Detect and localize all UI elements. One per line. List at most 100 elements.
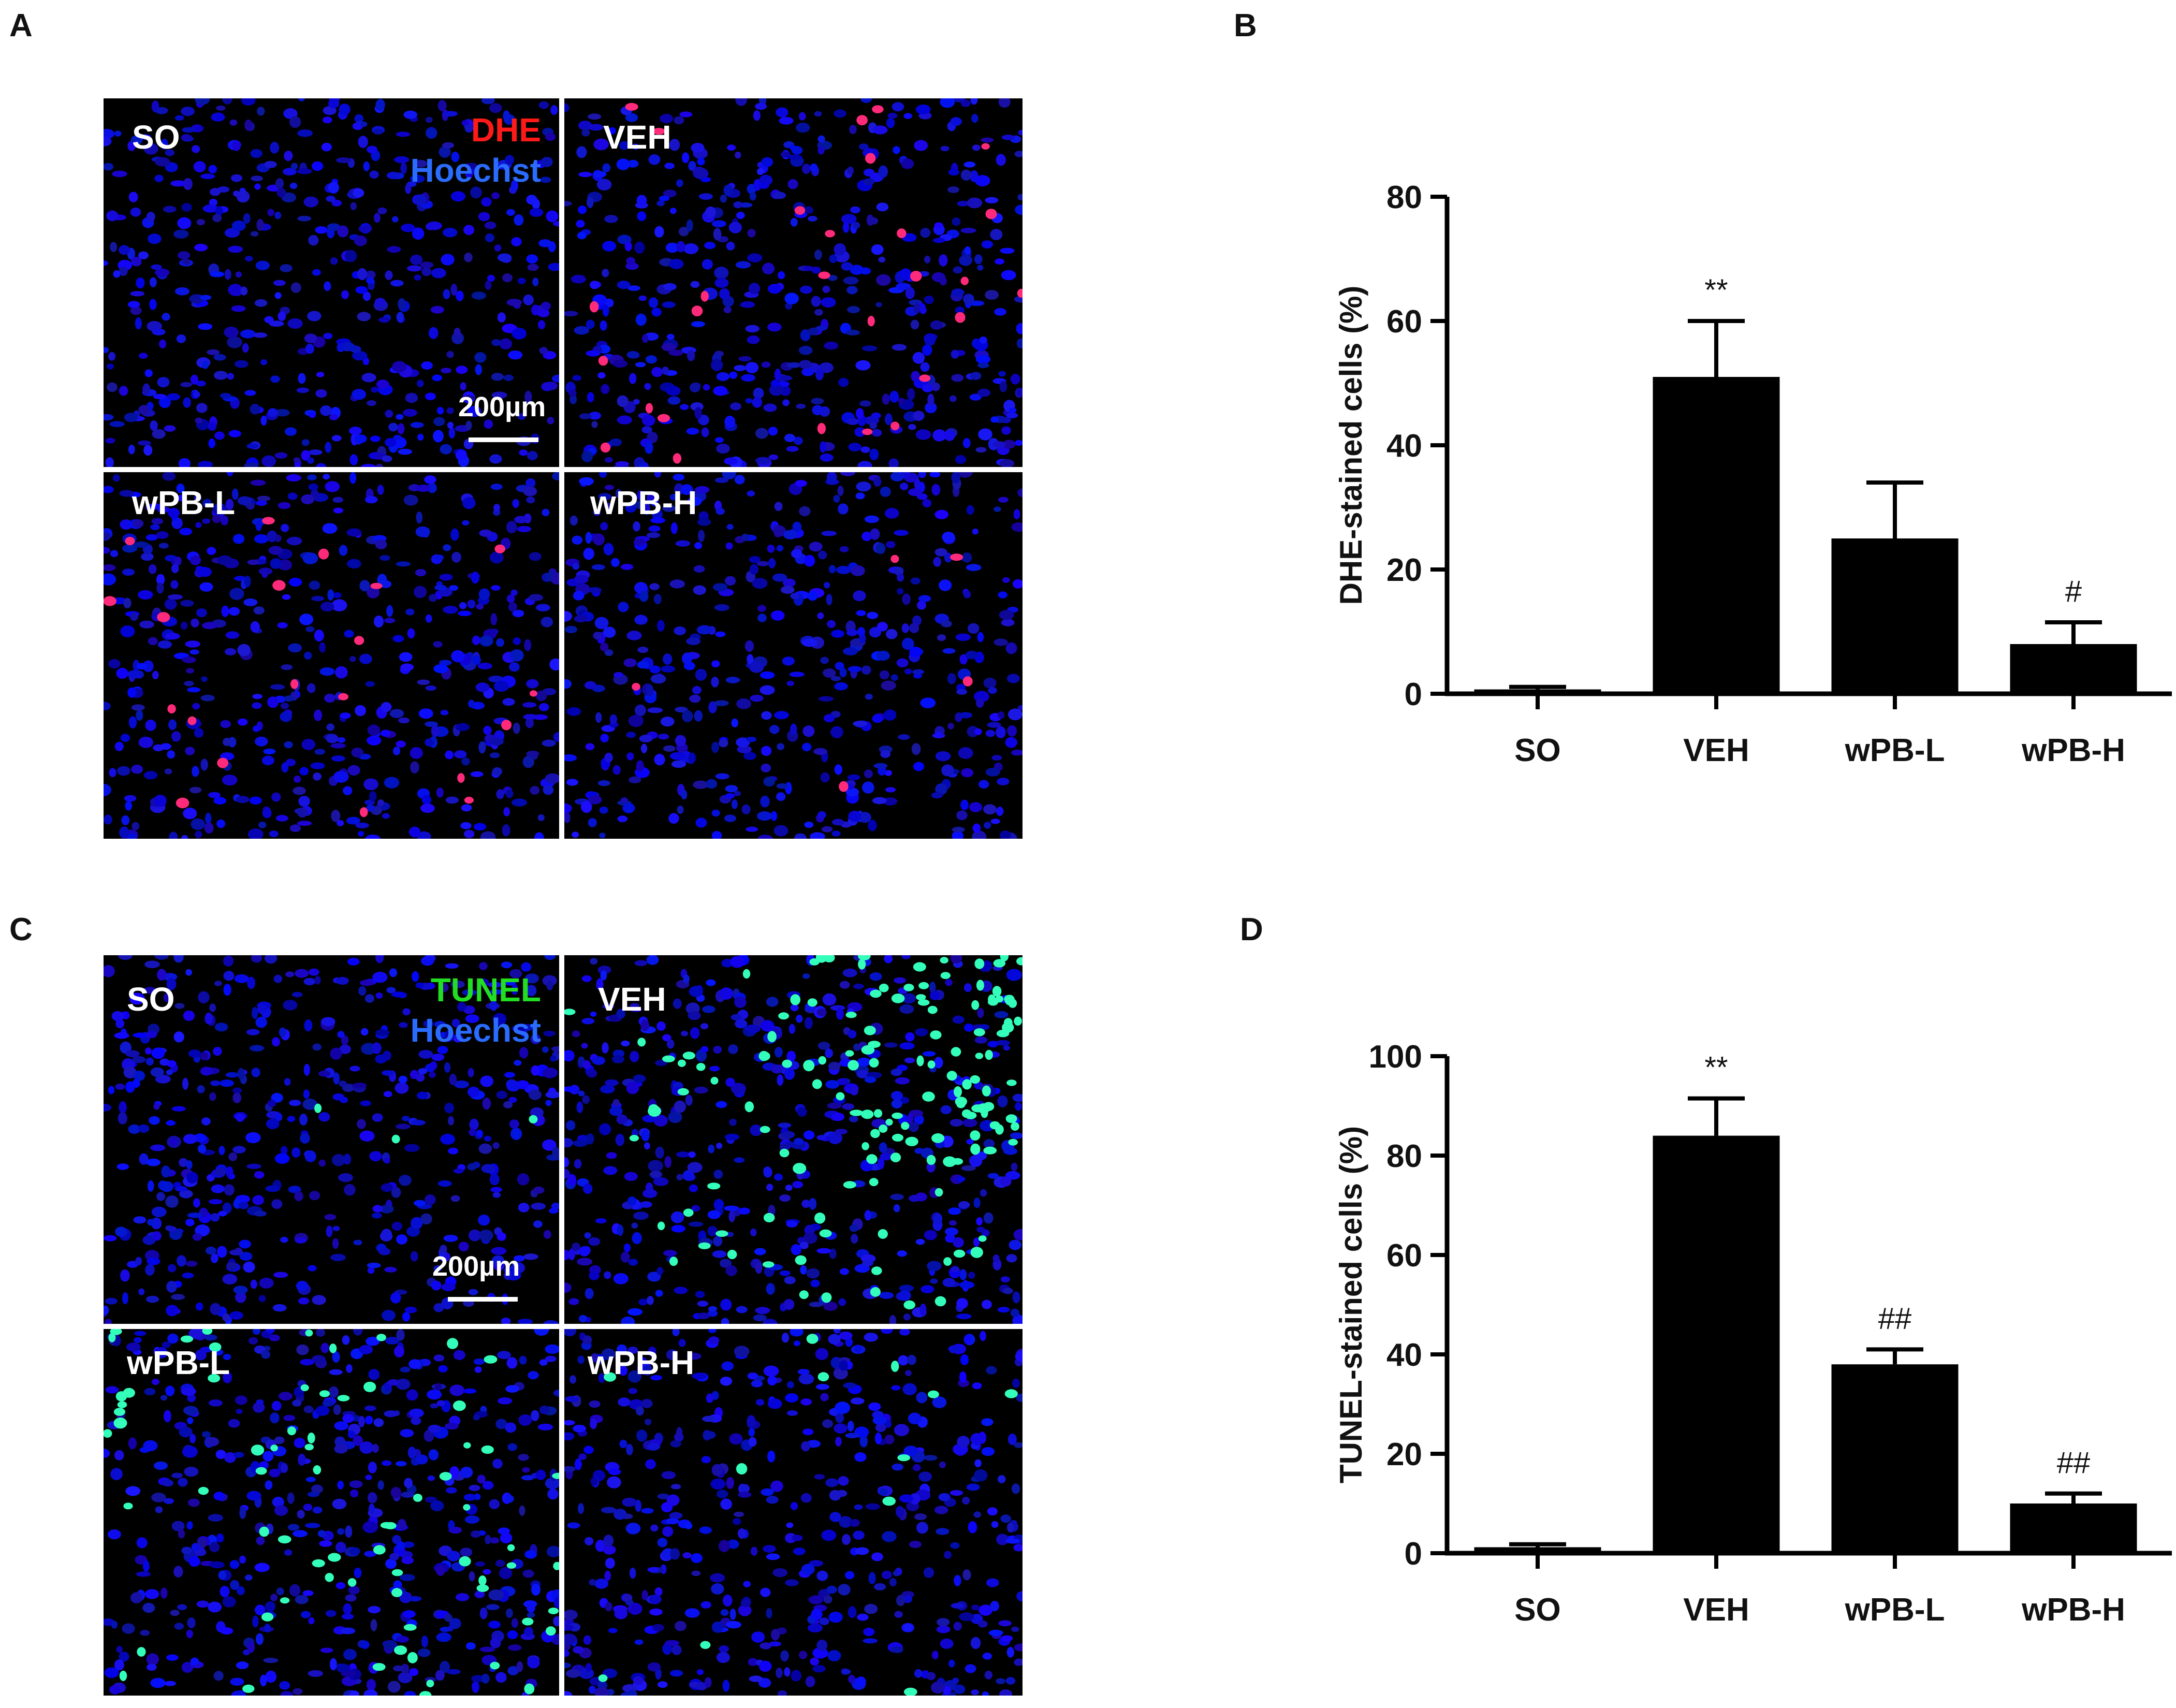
nucleus bbox=[1005, 737, 1017, 748]
nucleus bbox=[220, 1627, 233, 1635]
nucleus bbox=[963, 294, 974, 304]
nucleus bbox=[579, 1246, 590, 1257]
nucleus bbox=[482, 1097, 491, 1110]
stained-cell bbox=[278, 1535, 291, 1544]
nucleus bbox=[669, 208, 677, 214]
nucleus bbox=[489, 1174, 500, 1186]
stained-cell bbox=[744, 1101, 754, 1113]
nucleus bbox=[748, 1437, 757, 1447]
stained-cell bbox=[758, 1050, 769, 1061]
y-tick-label: 80 bbox=[1386, 1138, 1422, 1174]
nucleus bbox=[850, 265, 864, 275]
nucleus bbox=[375, 99, 385, 111]
nucleus bbox=[856, 408, 864, 419]
nucleus bbox=[235, 1291, 246, 1303]
nucleus bbox=[733, 1517, 741, 1525]
nucleus bbox=[755, 457, 770, 464]
nucleus bbox=[815, 1348, 829, 1360]
nucleus bbox=[605, 1079, 619, 1086]
nucleus bbox=[552, 472, 559, 480]
nucleus bbox=[760, 671, 775, 679]
nucleus bbox=[802, 973, 810, 979]
nucleus bbox=[572, 831, 579, 838]
nucleus bbox=[396, 740, 406, 748]
nucleus bbox=[641, 1130, 650, 1142]
nucleus bbox=[956, 689, 968, 695]
nucleus bbox=[634, 241, 645, 254]
nucleus bbox=[800, 1398, 812, 1406]
nucleus bbox=[786, 446, 799, 452]
nucleus bbox=[456, 1593, 470, 1601]
nucleus bbox=[578, 1090, 585, 1097]
nucleus bbox=[602, 304, 609, 317]
nucleus bbox=[863, 1627, 875, 1637]
nucleus bbox=[269, 1334, 280, 1341]
nucleus bbox=[777, 1074, 784, 1086]
nucleus bbox=[208, 1601, 222, 1613]
stained-cell bbox=[125, 536, 135, 546]
nucleus bbox=[588, 412, 602, 420]
nucleus bbox=[451, 1018, 460, 1028]
nucleus bbox=[968, 1272, 975, 1279]
nucleus bbox=[995, 258, 1004, 265]
nucleus bbox=[593, 533, 605, 546]
nucleus bbox=[872, 714, 883, 723]
nucleus bbox=[752, 578, 768, 589]
nucleus bbox=[350, 202, 357, 211]
stained-cell bbox=[836, 1092, 845, 1101]
nucleus bbox=[791, 549, 802, 559]
nucleus bbox=[770, 811, 778, 821]
nucleus bbox=[653, 1177, 669, 1186]
nucleus bbox=[504, 1072, 515, 1078]
nucleus bbox=[112, 474, 120, 482]
nucleus bbox=[647, 1567, 659, 1572]
nucleus bbox=[1017, 488, 1023, 498]
nucleus bbox=[200, 173, 215, 179]
stained-cell bbox=[453, 1400, 466, 1411]
nucleus bbox=[576, 146, 587, 158]
nucleus bbox=[508, 602, 517, 612]
nucleus bbox=[816, 1570, 828, 1581]
nucleus bbox=[704, 1677, 712, 1688]
nucleus bbox=[147, 1180, 154, 1192]
nucleus bbox=[481, 1164, 495, 1173]
nucleus bbox=[151, 1493, 166, 1502]
nucleus bbox=[527, 451, 538, 460]
nucleus bbox=[608, 1628, 618, 1633]
nucleus bbox=[462, 497, 476, 509]
nucleus bbox=[936, 1625, 951, 1633]
nucleus bbox=[318, 1159, 326, 1167]
nucleus bbox=[109, 768, 116, 778]
nucleus bbox=[213, 371, 228, 380]
nucleus bbox=[294, 776, 301, 783]
nucleus bbox=[507, 1666, 519, 1675]
nucleus bbox=[904, 668, 912, 675]
nucleus bbox=[897, 588, 904, 595]
nucleus bbox=[801, 1564, 815, 1575]
nucleus bbox=[491, 339, 501, 346]
nucleus bbox=[714, 477, 729, 483]
x-tick-label: VEH bbox=[1683, 1592, 1749, 1628]
nucleus bbox=[959, 1281, 975, 1289]
nucleus bbox=[537, 1423, 553, 1430]
stained-cell bbox=[905, 1136, 918, 1146]
nucleus bbox=[703, 1430, 716, 1439]
nucleus bbox=[754, 1248, 766, 1256]
stained-cell bbox=[897, 1454, 911, 1462]
nucleus bbox=[578, 1453, 587, 1460]
nucleus bbox=[534, 832, 544, 839]
scale-bar-label: 200µm bbox=[458, 391, 546, 422]
nucleus bbox=[567, 1522, 580, 1529]
nucleus bbox=[489, 103, 502, 113]
nucleus bbox=[514, 1060, 522, 1066]
nucleus bbox=[974, 254, 983, 265]
nucleus bbox=[628, 1388, 637, 1394]
nucleus bbox=[1015, 1102, 1022, 1111]
nucleus bbox=[188, 1556, 200, 1567]
nucleus bbox=[686, 428, 699, 435]
nucleus bbox=[325, 1610, 337, 1617]
nucleus bbox=[104, 163, 114, 171]
nucleus bbox=[663, 653, 673, 665]
nucleus bbox=[798, 1374, 814, 1384]
nucleus bbox=[508, 351, 523, 360]
